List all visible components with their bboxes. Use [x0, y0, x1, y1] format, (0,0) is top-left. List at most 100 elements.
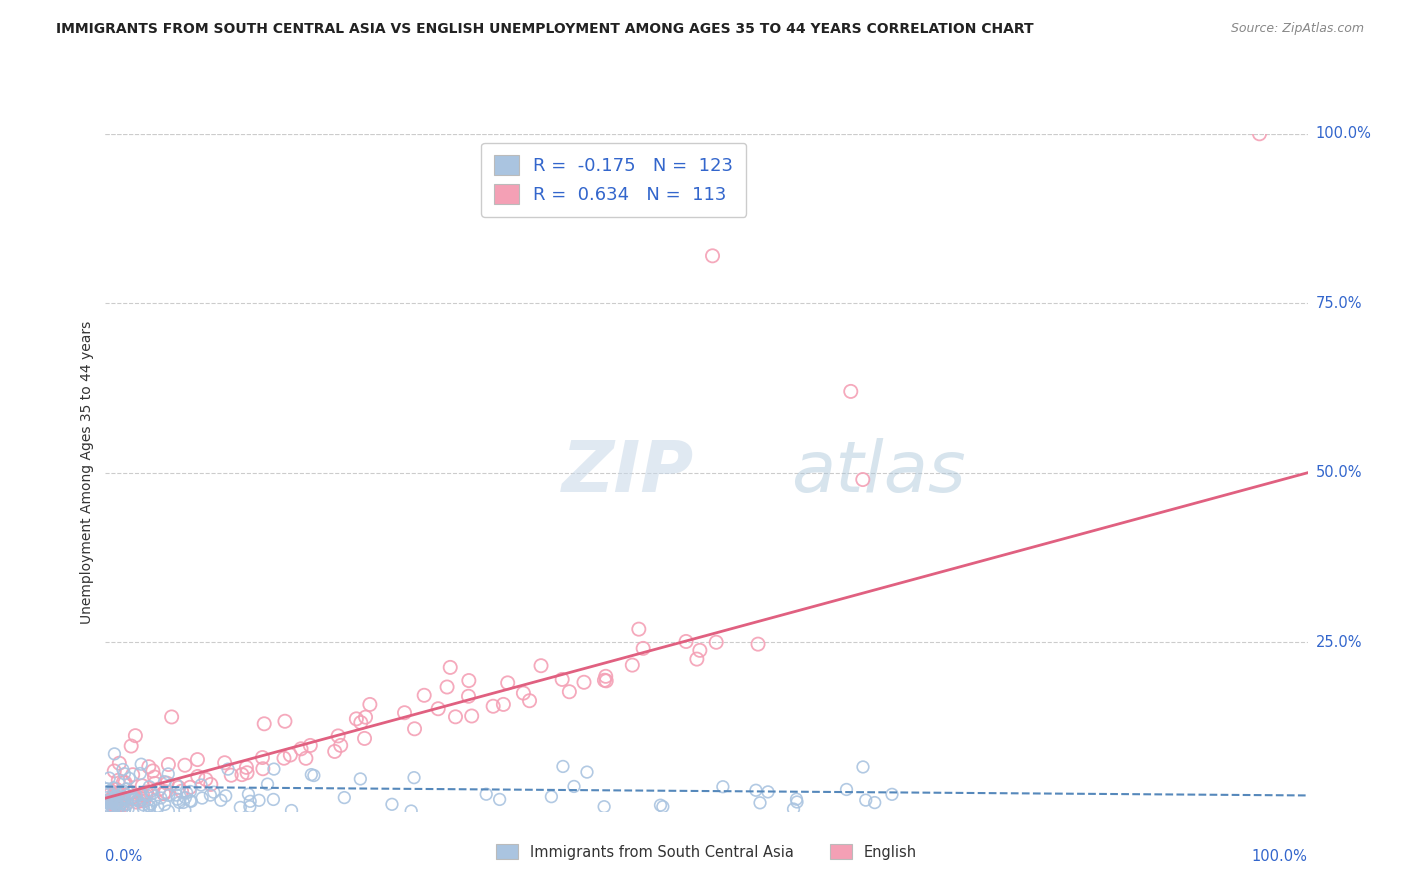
Point [217, 762, 239, 776]
Legend: Immigrants from South Central Asia, English: Immigrants from South Central Asia, Engl… [491, 838, 922, 865]
Point [146, 799, 169, 814]
Point [143, 776, 166, 790]
Point [103, 803, 125, 817]
Point [413, 688, 436, 702]
Point [323, 744, 346, 758]
Text: 25.0%: 25.0% [1316, 635, 1362, 649]
Point [852, 760, 875, 774]
Point [104, 789, 127, 803]
Point [149, 791, 172, 805]
Point [252, 762, 274, 776]
Point [215, 789, 238, 803]
Point [219, 768, 242, 782]
Point [104, 797, 127, 811]
Point [262, 792, 284, 806]
Point [1249, 127, 1271, 141]
Point [118, 772, 141, 786]
Point [100, 799, 122, 814]
Point [295, 751, 318, 765]
Point [496, 676, 519, 690]
Point [353, 731, 375, 746]
Point [110, 797, 132, 811]
Point [179, 780, 201, 795]
Point [231, 767, 253, 781]
Point [104, 789, 127, 804]
Point [575, 765, 598, 780]
Point [127, 794, 149, 808]
Point [112, 804, 135, 818]
Point [129, 757, 152, 772]
Point [135, 785, 157, 799]
Point [200, 788, 222, 802]
Point [142, 764, 165, 778]
Point [138, 804, 160, 818]
Point [129, 794, 152, 808]
Point [157, 789, 180, 803]
Point [103, 780, 125, 795]
Point [96, 796, 118, 810]
Point [107, 801, 129, 815]
Point [98, 784, 121, 798]
Point [880, 788, 903, 802]
Point [299, 767, 322, 781]
Point [174, 803, 197, 817]
Point [108, 797, 131, 812]
Point [138, 798, 160, 813]
Point [97, 799, 120, 814]
Point [595, 673, 617, 688]
Point [103, 799, 125, 814]
Point [651, 799, 673, 814]
Point [120, 739, 142, 753]
Point [273, 751, 295, 765]
Point [138, 799, 160, 814]
Point [191, 791, 214, 805]
Point [436, 680, 458, 694]
Point [132, 802, 155, 816]
Point [209, 793, 232, 807]
Point [180, 794, 202, 808]
Point [173, 758, 195, 772]
Point [745, 783, 768, 797]
Point [631, 641, 654, 656]
Point [98, 800, 121, 814]
Point [202, 785, 225, 799]
Point [863, 796, 886, 810]
Point [488, 792, 510, 806]
Point [519, 694, 541, 708]
Point [96, 781, 118, 796]
Point [689, 643, 711, 657]
Point [194, 772, 217, 787]
Point [482, 699, 505, 714]
Point [103, 791, 125, 805]
Point [97, 800, 120, 814]
Point [839, 384, 862, 399]
Y-axis label: Unemployment Among Ages 35 to 44 years: Unemployment Among Ages 35 to 44 years [80, 321, 94, 624]
Point [96, 799, 118, 814]
Point [302, 768, 325, 782]
Point [475, 787, 498, 801]
Point [105, 786, 128, 800]
Point [263, 762, 285, 776]
Point [96, 790, 118, 805]
Text: IMMIGRANTS FROM SOUTH CENTRAL ASIA VS ENGLISH UNEMPLOYMENT AMONG AGES 35 TO 44 Y: IMMIGRANTS FROM SOUTH CENTRAL ASIA VS EN… [56, 22, 1033, 37]
Point [247, 793, 270, 807]
Point [172, 796, 194, 810]
Point [239, 799, 262, 814]
Point [111, 793, 134, 807]
Point [153, 787, 176, 801]
Point [131, 788, 153, 802]
Text: 75.0%: 75.0% [1316, 296, 1362, 310]
Point [595, 669, 617, 683]
Point [166, 788, 188, 802]
Point [457, 690, 479, 704]
Point [101, 802, 124, 816]
Point [236, 765, 259, 780]
Point [121, 789, 143, 804]
Point [120, 785, 142, 799]
Point [112, 775, 135, 789]
Point [686, 652, 709, 666]
Point [593, 799, 616, 814]
Point [98, 788, 121, 802]
Point [111, 763, 134, 777]
Point [239, 794, 262, 808]
